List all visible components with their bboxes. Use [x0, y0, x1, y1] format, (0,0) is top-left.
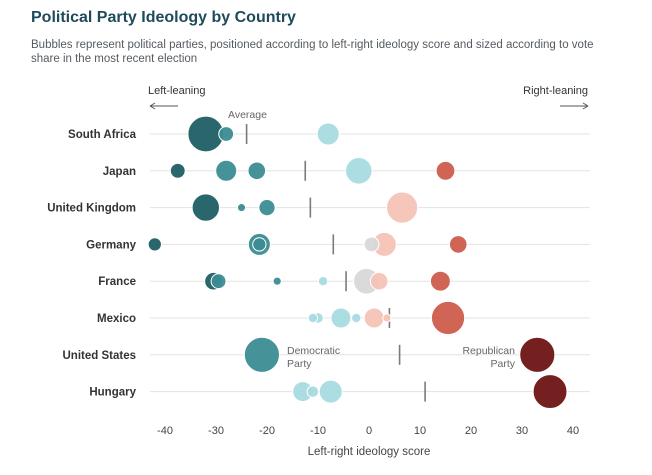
country-row-south-africa: South Africa	[68, 115, 590, 153]
party-bubble	[363, 236, 380, 253]
country-label: France	[98, 276, 136, 288]
country-label: Hungary	[89, 387, 136, 399]
country-row-france: France	[98, 267, 590, 295]
party-bubble	[272, 276, 282, 286]
average-annotation: Average	[228, 109, 267, 121]
x-tick-label: -10	[310, 425, 326, 437]
party-bubble	[532, 374, 568, 410]
country-label: South Africa	[68, 129, 137, 141]
country-row-japan: Japan	[103, 157, 590, 185]
x-tick-label: -20	[259, 425, 275, 437]
democratic-annotation-line2: Party	[287, 358, 312, 370]
party-bubble	[316, 122, 340, 146]
country-row-mexico: Mexico	[97, 300, 590, 336]
country-row-hungary: Hungary	[89, 374, 590, 410]
right-leaning-label: Right-leaning	[523, 85, 588, 97]
party-bubble	[448, 235, 468, 254]
party-bubble	[435, 160, 456, 181]
country-label: Germany	[86, 239, 136, 251]
party-bubble	[218, 126, 235, 142]
party-bubble	[258, 198, 276, 217]
party-bubble	[330, 307, 352, 329]
party-bubble	[430, 300, 466, 336]
party-bubble	[307, 312, 319, 324]
x-tick-label: 0	[366, 425, 372, 437]
country-row-united-states: United States	[63, 336, 590, 373]
democratic-annotation-line1: Democratic	[287, 345, 340, 357]
party-bubble	[382, 313, 392, 323]
party-bubble	[363, 307, 385, 329]
x-tick-label: 20	[465, 425, 477, 437]
party-bubble	[351, 312, 362, 324]
x-tick-label: -40	[157, 425, 173, 437]
party-bubble	[386, 191, 419, 224]
party-bubble	[236, 203, 247, 213]
left-arrow-head	[149, 102, 156, 110]
right-arrow-head	[582, 102, 589, 110]
annotations: Left-leaning Right-leaning Average Democ…	[148, 85, 589, 370]
country-label: United Kingdom	[47, 203, 136, 215]
x-tick-label: 10	[414, 425, 426, 437]
x-tick-label: 40	[567, 425, 579, 437]
party-bubble	[429, 270, 451, 292]
republican-annotation-line2: Party	[490, 358, 515, 370]
left-leaning-label: Left-leaning	[148, 85, 206, 97]
chart-subtitle: Bubbles represent political parties, pos…	[31, 39, 594, 65]
country-label: Japan	[103, 166, 136, 178]
x-tick-label: -30	[208, 425, 224, 437]
party-bubble	[243, 336, 280, 373]
x-tick-label: 30	[516, 425, 528, 437]
party-bubble	[318, 379, 343, 404]
party-bubble	[191, 193, 221, 222]
country-row-germany: Germany	[86, 231, 590, 257]
country-label: United States	[63, 350, 137, 362]
republican-annotation-line1: Republican	[462, 345, 515, 357]
chart-title: Political Party Ideology by Country	[31, 9, 296, 26]
party-bubble	[306, 385, 320, 398]
party-bubble	[169, 162, 186, 179]
party-bubble	[147, 237, 162, 252]
x-axis: -40 -30 -20 -10 0 10 20 30 40	[157, 425, 579, 437]
party-bubble	[215, 159, 238, 182]
party-bubble	[369, 271, 389, 291]
party-bubble	[519, 336, 556, 373]
party-bubble	[252, 237, 267, 252]
country-row-united-kingdom: United Kingdom	[47, 191, 590, 224]
country-rows: South Africa Japan United Kingdom Germany Fr…	[47, 115, 590, 410]
x-axis-label: Left-right ideology score	[308, 446, 431, 458]
party-bubble	[345, 157, 373, 185]
country-label: Mexico	[97, 313, 136, 325]
party-bubble	[247, 161, 267, 181]
party-bubble	[210, 273, 227, 290]
party-bubble	[317, 276, 329, 287]
